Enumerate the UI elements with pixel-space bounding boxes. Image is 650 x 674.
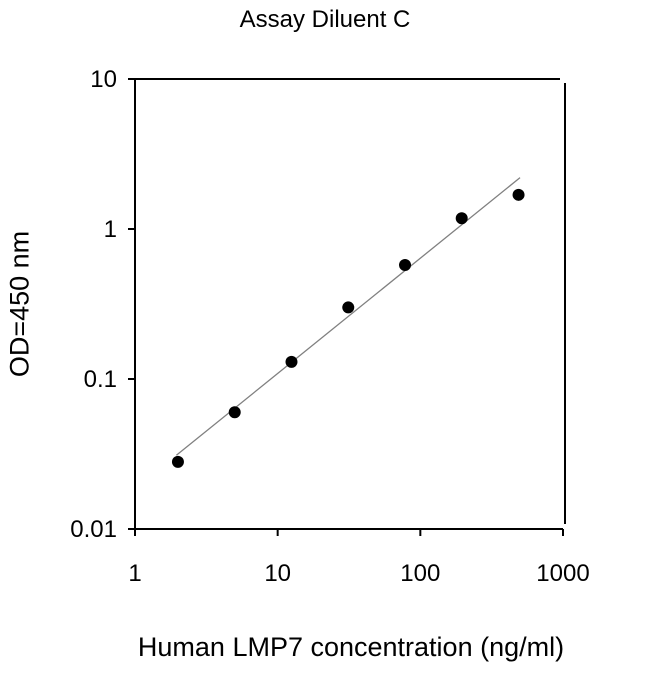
fit-line <box>175 177 521 456</box>
data-point <box>285 355 298 368</box>
x-tick-label: 1 <box>128 560 141 587</box>
x-tick-label: 1000 <box>536 560 589 587</box>
x-axis-label: Human LMP7 concentration (ng/ml) <box>137 632 565 662</box>
data-point <box>342 301 355 314</box>
data-point <box>512 188 525 201</box>
data-point <box>455 212 468 225</box>
y-tick-label: 10 <box>90 66 117 93</box>
y-tick-label: 0.01 <box>70 516 117 543</box>
chart-title: Assay Diluent C <box>239 6 411 33</box>
x-tick-label: 10 <box>264 560 291 587</box>
x-tick-label: 100 <box>400 560 440 587</box>
data-point <box>228 406 241 419</box>
data-point <box>399 259 412 272</box>
y-tick-label: 1 <box>104 216 117 243</box>
data-point <box>171 455 184 468</box>
y-tick-label: 0.1 <box>84 366 117 393</box>
